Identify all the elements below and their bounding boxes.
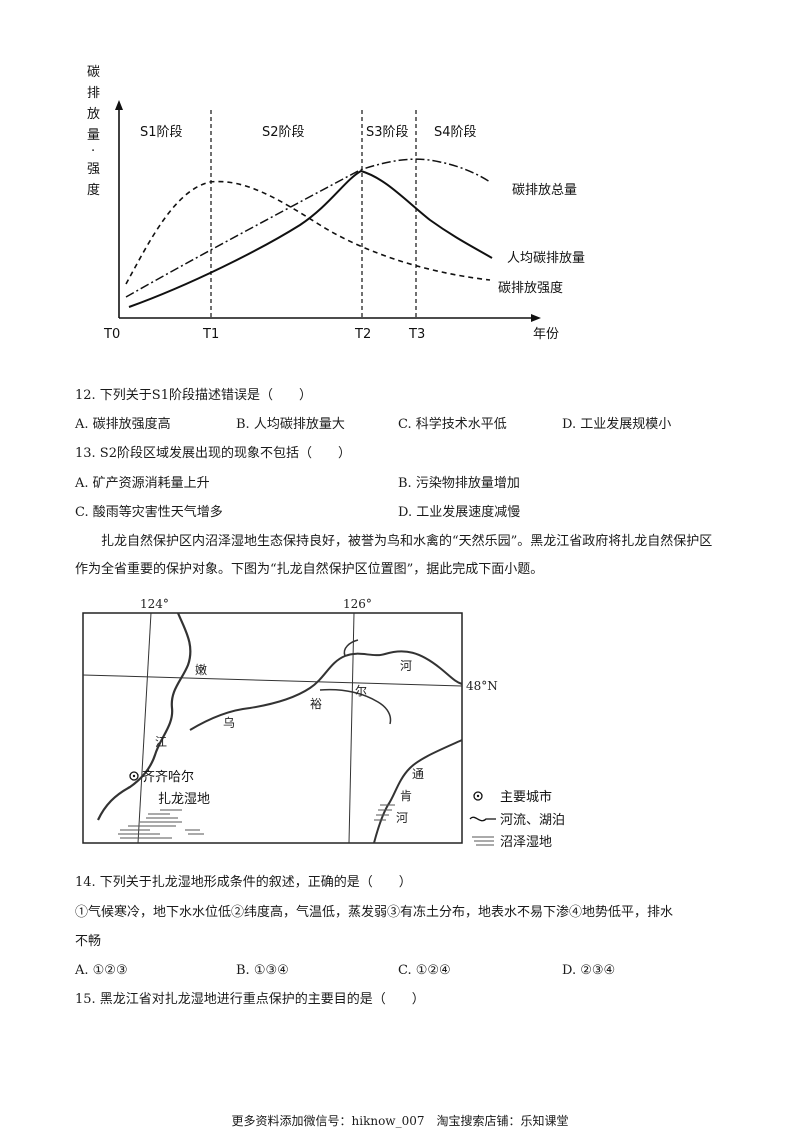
lon-label-126: 126° [343,597,372,611]
passage-zhalong: 扎龙自然保护区内沼泽湿地生态保持良好，被誉为鸟和水禽的“天然乐园”。黑龙江省政府… [75,534,713,577]
legend-wetland-icon [472,836,494,846]
legend-city-icon [473,791,483,801]
x-axis-arrow [531,314,541,322]
series-label-intensity: 碳排放强度 [498,280,563,296]
carbon-emission-chart: 碳 排 放 量 · 强 度 S1阶段 S2阶段 S3阶段 S4阶段 T0 T1 … [87,65,585,342]
y-label-char-2: 放 [87,107,100,122]
series-line-intensity [125,180,491,285]
map-char-yu: 裕 [310,696,322,711]
city-label-qiqihar: 齐齐哈尔 [142,769,194,785]
meridian-124 [137,612,152,844]
stage-label-s3: S3阶段 [366,125,409,140]
y-label-char-5: 强 [87,162,100,177]
river-branch [319,688,392,725]
stage-label-s1: S1阶段 [140,125,183,140]
wetland-hatch [118,804,395,839]
lat-label-48n: 48°N [466,679,498,693]
q14-option-b[interactable]: B. ①③④ [236,963,289,978]
t-label-t2: T2 [354,327,371,342]
legend-river-label: 河流、湖泊 [500,813,565,828]
t-label-t3: T3 [408,327,425,342]
series-label-total: 碳排放总量 [512,183,577,198]
t-label-t1: T1 [202,327,219,342]
river-tongken [373,739,463,844]
series-line-per-capita [128,169,493,308]
q14-option-c[interactable]: C. ①②④ [398,963,451,978]
map-char-jiang: 江 [155,735,167,749]
meridian-126 [348,612,355,844]
q14-statements-line1: ①气候寒冷，地下水水位低②纬度高，气温低，蒸发弱③有冻土分布，地表水不易下渗④地… [75,905,674,920]
river-wuyuer-tributary [343,639,359,657]
q13-option-c[interactable]: C. 酸雨等灾害性天气增多 [75,505,223,520]
legend-city-label: 主要城市 [500,789,552,805]
map-char-nen: 嫩 [195,663,207,677]
y-label-char-3: 量 [87,128,100,143]
parallel-48n [82,674,463,687]
x-axis-label: 年份 [533,327,559,342]
legend-city-icon-dot [476,794,480,798]
q13-option-d[interactable]: D. 工业发展速度减慢 [398,505,521,520]
map-char-ken: 肯 [400,789,412,803]
map-char-wu: 乌 [223,715,235,730]
y-label-char-4: · [91,144,95,159]
q12-stem: 12. 下列关于S1阶段描述错误是（ ） [75,388,312,403]
map-char-er: 尔 [355,683,367,698]
q12-option-b[interactable]: B. 人均碳排放量大 [236,417,345,432]
wetland-label-zhalong: 扎龙湿地 [158,792,210,807]
series-label-per-capita: 人均碳排放量 [507,251,585,266]
stage-label-s2: S2阶段 [262,125,305,140]
q13-option-b[interactable]: B. 污染物排放量增加 [398,476,520,491]
city-marker-qiqihar [129,771,139,781]
q13-option-a[interactable]: A. 矿产资源消耗量上升 [75,476,210,491]
q12-option-d[interactable]: D. 工业发展规模小 [562,417,672,432]
q12-option-c[interactable]: C. 科学技术水平低 [398,417,507,432]
zhalong-location-map: 124° 126° 48°N 嫩 江 乌 裕 尔 河 通 肯 河 齐齐哈尔 扎龙… [82,597,565,850]
q14-statements-line2: 不畅 [75,934,102,949]
q14-option-a[interactable]: A. ①②③ [75,963,128,978]
q12-option-a[interactable]: A. 碳排放强度高 [75,417,171,432]
map-char-he: 河 [400,659,412,673]
legend-wetland-label: 沼泽湿地 [500,835,552,850]
chart-y-label: 碳 排 放 量 · 强 度 [87,65,100,198]
river-nen [97,612,192,821]
q14-option-d[interactable]: D. ②③④ [562,963,616,978]
q15-stem: 15. 黑龙江省对扎龙湿地进行重点保护的主要目的是（ ） [75,992,425,1007]
map-frame [82,612,463,844]
t-label-t0: T0 [103,327,120,342]
lon-label-124: 124° [140,597,169,611]
map-char-he2: 河 [396,811,408,825]
stage-label-s4: S4阶段 [434,125,477,140]
y-label-char-0: 碳 [87,65,100,80]
legend-river-icon [469,816,496,822]
map-char-tong: 通 [412,767,424,781]
q14-stem: 14. 下列关于扎龙湿地形成条件的叙述，正确的是（ ） [75,875,412,890]
series-line-total [125,158,491,298]
river-wuyuer [189,650,463,731]
y-axis-arrow [115,100,123,110]
city-marker-dot [132,774,136,778]
y-label-char-1: 排 [87,86,100,101]
page-footer: 更多资料添加微信号：hiknow_007 淘宝搜索店铺：乐知课堂 [231,1114,569,1128]
q13-stem: 13. S2阶段区域发展出现的现象不包括（ ） [75,446,351,461]
y-label-char-6: 度 [87,182,100,198]
